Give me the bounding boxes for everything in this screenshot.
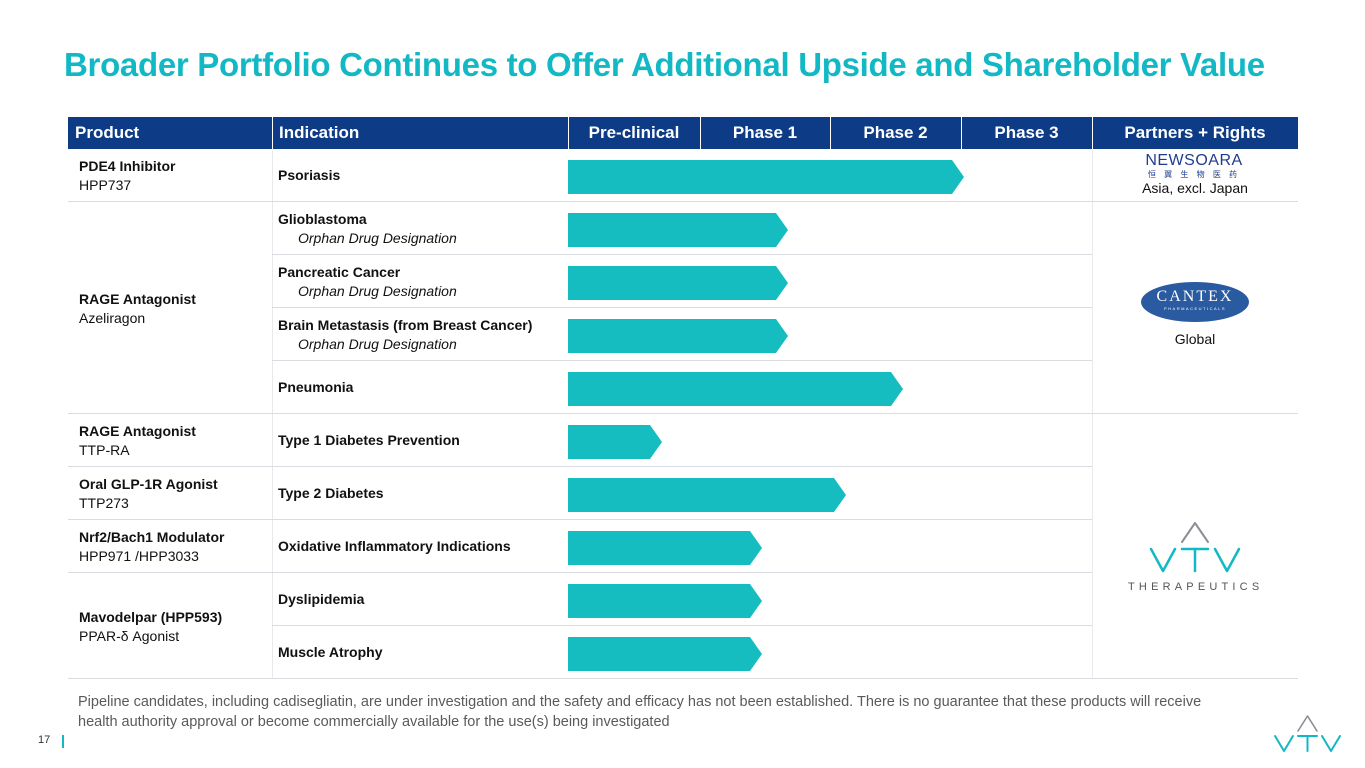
progress-bar-brain-metastasis — [568, 319, 788, 353]
indication-name: Glioblastoma — [278, 211, 367, 227]
pipeline-table-header: Product Indication Pre-clinical Phase 1 … — [68, 117, 1298, 149]
indication-name: Psoriasis — [278, 167, 341, 183]
vtv-therapeutics-wordmark: THERAPEUTICS — [1128, 581, 1264, 593]
indication-name: Oxidative Inflammatory Indications — [278, 538, 511, 554]
vtv-corner-logo-icon — [1274, 715, 1341, 752]
vtv-logo-icon — [1149, 522, 1241, 573]
indication-name: Type 1 Diabetes Prevention — [278, 432, 460, 448]
cantex-logo-text: CANTEX — [1156, 288, 1234, 305]
indication-glioblastoma: Glioblastoma Orphan Drug Designation — [278, 210, 457, 248]
slide-title: Broader Portfolio Continues to Offer Add… — [64, 46, 1265, 83]
footnote: Pipeline candidates, including cadisegli… — [78, 694, 1202, 730]
indication-name: Pneumonia — [278, 379, 354, 395]
product-code: HPP971 /HPP3033 — [79, 548, 199, 564]
header-phase1: Phase 1 — [732, 123, 798, 142]
product-name: Mavodelpar (HPP593) — [79, 609, 223, 625]
header-product: Product — [75, 123, 140, 142]
indication-pneumonia: Pneumonia — [278, 378, 353, 397]
newsoara-logo-subtext: 恒 翼 生 物 医 药 — [1147, 170, 1241, 179]
orphan-designation: Orphan Drug Designation — [298, 336, 457, 352]
progress-bar-type2-diabetes — [568, 478, 846, 512]
orphan-designation: Orphan Drug Designation — [298, 283, 457, 299]
progress-bar-muscle-atrophy — [568, 637, 762, 671]
page-number-divider — [62, 735, 64, 748]
product-name: RAGE Antagonist — [79, 291, 196, 307]
product-rage-ttp-ra: RAGE Antagonist TTP-RA — [79, 422, 196, 460]
progress-bar-type1-diabetes — [568, 425, 662, 459]
indication-oxidative-inflammatory: Oxidative Inflammatory Indications — [278, 537, 511, 556]
indication-name: Type 2 Diabetes — [278, 485, 384, 501]
product-name: PDE4 Inhibitor — [79, 158, 176, 174]
progress-bar-pancreatic-cancer — [568, 266, 788, 300]
indication-name: Muscle Atrophy — [278, 644, 383, 660]
header-preclinical: Pre-clinical — [588, 123, 680, 142]
indication-name: Brain Metastasis (from Breast Cancer) — [278, 317, 533, 333]
indication-psoriasis: Psoriasis — [278, 166, 340, 185]
progress-bar-glioblastoma — [568, 213, 788, 247]
product-code: Azeliragon — [79, 310, 146, 326]
product-pde4: PDE4 Inhibitor HPP737 — [79, 157, 175, 195]
indication-muscle-atrophy: Muscle Atrophy — [278, 643, 383, 662]
indication-pancreatic-cancer: Pancreatic Cancer Orphan Drug Designatio… — [278, 263, 457, 301]
newsoara-logo-text: NEWSOARA — [1145, 152, 1243, 169]
header-phase2: Phase 2 — [863, 123, 928, 142]
product-code: HPP737 — [79, 177, 132, 193]
cantex-logo-subtext: PHARMACEUTICALS — [1163, 306, 1227, 311]
product-nrf2: Nrf2/Bach1 Modulator HPP971 /HPP3033 — [79, 528, 224, 566]
product-rage-azeliragon: RAGE Antagonist Azeliragon — [79, 290, 196, 328]
product-name: Oral GLP-1R Agonist — [79, 476, 218, 492]
header-indication: Indication — [279, 123, 360, 142]
indication-type1-diabetes: Type 1 Diabetes Prevention — [278, 431, 460, 450]
page-number: 17 — [38, 734, 51, 746]
cantex-logo: CANTEX PHARMACEUTICALS — [1141, 282, 1249, 322]
indication-type2-diabetes: Type 2 Diabetes — [278, 484, 384, 503]
product-glp1r: Oral GLP-1R Agonist TTP273 — [79, 475, 218, 513]
partner-rights-asia: Asia, excl. Japan — [1142, 180, 1248, 196]
product-name: RAGE Antagonist — [79, 423, 196, 439]
progress-bar-dyslipidemia — [568, 584, 762, 618]
progress-bar-oxidative-inflammatory — [568, 531, 762, 565]
orphan-designation: Orphan Drug Designation — [298, 230, 457, 246]
indication-brain-metastasis: Brain Metastasis (from Breast Cancer) Or… — [278, 316, 532, 354]
header-phase3: Phase 3 — [994, 123, 1059, 142]
partner-rights-global: Global — [1174, 331, 1216, 347]
progress-bar-pneumonia — [568, 372, 903, 406]
newsoara-logo: NEWSOARA 恒 翼 生 物 医 药 — [1139, 153, 1249, 181]
product-code: TTP-RA — [79, 442, 130, 458]
product-code: PPAR-δ Agonist — [79, 628, 180, 644]
indication-name: Pancreatic Cancer — [278, 264, 401, 280]
product-mavodelpar: Mavodelpar (HPP593) PPAR-δ Agonist — [79, 608, 222, 646]
product-code: TTP273 — [79, 495, 129, 511]
header-partners: Partners + Rights — [1124, 123, 1266, 142]
progress-bar-psoriasis — [568, 160, 964, 194]
indication-dyslipidemia: Dyslipidemia — [278, 590, 364, 609]
product-name: Nrf2/Bach1 Modulator — [79, 529, 225, 545]
indication-name: Dyslipidemia — [278, 591, 365, 607]
